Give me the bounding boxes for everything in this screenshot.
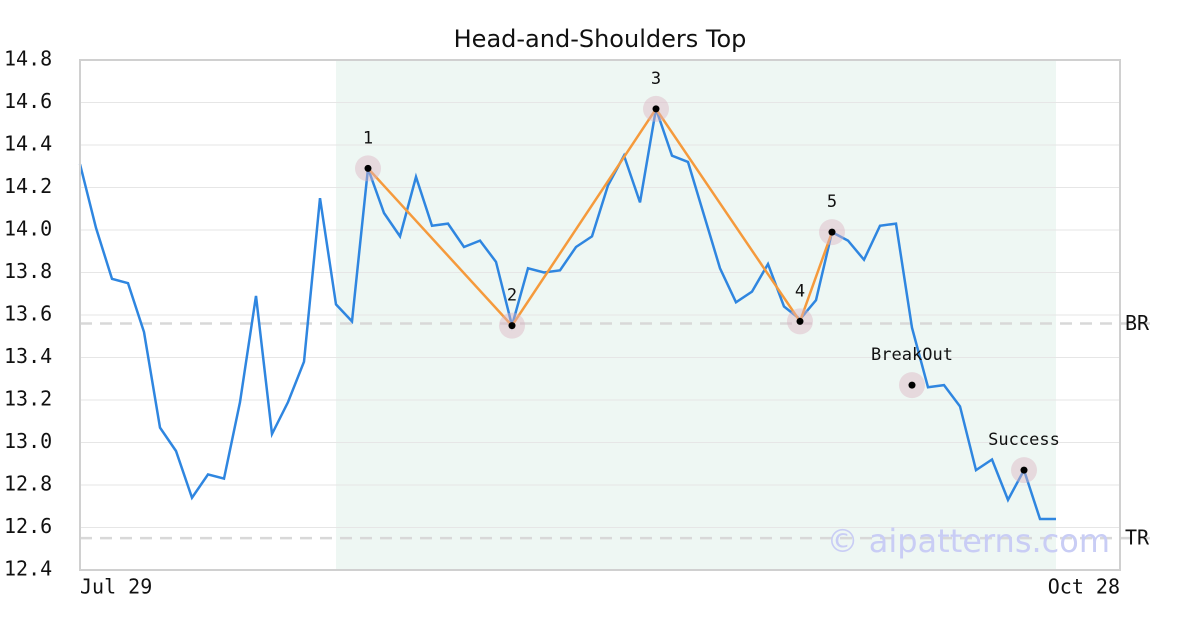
y-tick-label: 13.8 (4, 259, 52, 283)
pattern-label: 4 (795, 281, 805, 301)
pattern-point (508, 322, 516, 330)
pattern-point (652, 105, 660, 113)
level-label: BR (1125, 311, 1150, 335)
watermark: © aipatterns.com (827, 522, 1110, 560)
chart-title: Head-and-Shoulders Top (454, 25, 747, 53)
y-tick-label: 14.8 (4, 47, 52, 71)
pattern-point (1020, 466, 1028, 474)
y-tick-label: 13.2 (4, 387, 52, 411)
y-tick-label: 12.6 (4, 514, 52, 538)
pattern-label: 1 (363, 128, 373, 148)
pattern-point (828, 228, 836, 236)
y-tick-label: 13.0 (4, 429, 52, 453)
y-tick-label: 14.4 (4, 132, 52, 156)
pattern-point (908, 381, 916, 389)
pattern-label: Success (988, 430, 1060, 450)
y-tick-label: 12.8 (4, 472, 52, 496)
y-tick-label: 12.4 (4, 557, 52, 581)
y-tick-label: 14.2 (4, 174, 52, 198)
y-tick-label: 14.0 (4, 217, 52, 241)
pattern-label: 5 (827, 192, 837, 212)
level-label: TR (1125, 526, 1150, 550)
pattern-point (796, 317, 804, 325)
pattern-point (364, 164, 372, 172)
pattern-label: 3 (651, 69, 661, 89)
price-line (78, 108, 1056, 521)
x-tick-label: Jul 29 (80, 575, 152, 599)
pattern-label: 2 (507, 286, 517, 306)
x-tick-label: Oct 28 (1048, 575, 1120, 599)
y-tick-label: 13.4 (4, 344, 52, 368)
plot-frame (79, 59, 1121, 571)
pattern-label: BreakOut (871, 345, 953, 365)
y-tick-label: 13.6 (4, 302, 52, 326)
y-tick-label: 14.6 (4, 89, 52, 113)
